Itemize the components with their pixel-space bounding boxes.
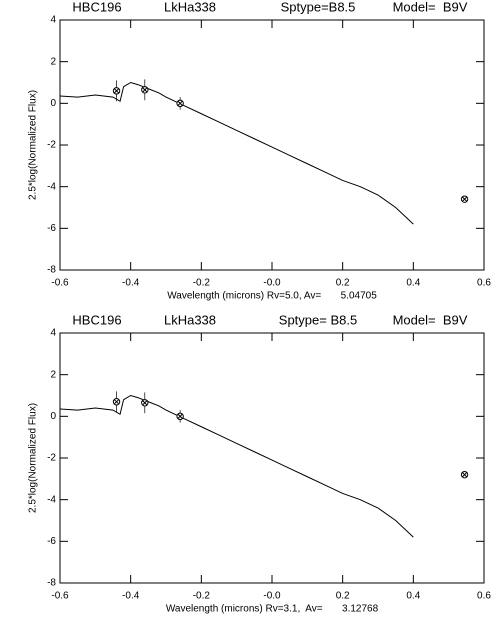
y-tick-label: 0 (50, 98, 56, 109)
x-axis-label: Wavelength (microns) Rv=5.0, Av= 5.04705 (167, 291, 377, 302)
x-tick-label: 0.6 (477, 591, 491, 602)
y-tick-label: -2 (47, 140, 56, 151)
spectrum-line (59, 394, 414, 538)
x-tick-label: -0.0 (263, 591, 281, 602)
x-tick-label: -0.4 (122, 591, 140, 602)
spectrum-line (59, 81, 414, 225)
data-point-cross (177, 100, 183, 106)
header-label: HBC196 (72, 312, 121, 327)
x-tick-label: -0.0 (263, 278, 281, 289)
y-tick-label: -2 (47, 453, 56, 464)
x-tick-label: -0.6 (51, 278, 69, 289)
x-tick-label: 0.6 (477, 278, 491, 289)
x-tick-label: 0.4 (406, 278, 420, 289)
data-point-cross (142, 400, 148, 406)
y-tick-label: -4 (47, 494, 56, 505)
y-tick-label: 2 (50, 56, 56, 67)
y-tick-label: -6 (47, 223, 56, 234)
x-tick-label: 0.4 (406, 591, 420, 602)
header-label: Model= B9V (393, 312, 468, 327)
y-tick-label: 4 (50, 15, 56, 26)
header-label: LkHa338 (164, 0, 216, 14)
y-tick-label: 4 (50, 328, 56, 339)
data-point-cross (462, 472, 468, 478)
header-label: Sptype= B8.5 (279, 312, 357, 327)
x-tick-label: -0.2 (193, 278, 211, 289)
x-tick-label: 0.2 (336, 591, 350, 602)
plot-frame (59, 332, 485, 584)
data-point-cross (462, 196, 468, 202)
x-tick-label: 0.2 (336, 278, 350, 289)
y-axis-label: 2.5*log(Normalized Flux) (28, 403, 39, 513)
header-label: LkHa338 (164, 312, 216, 327)
y-tick-label: 2 (50, 369, 56, 380)
x-tick-label: -0.4 (122, 278, 140, 289)
header-label: Sptype=B8.5 (281, 0, 356, 14)
data-point-cross (113, 88, 120, 94)
x-tick-label: -0.2 (193, 591, 211, 602)
header-label: HBC196 (72, 0, 121, 14)
y-tick-label: -8 (47, 578, 56, 589)
y-tick-label: -6 (47, 536, 56, 547)
x-tick-label: -0.6 (51, 591, 69, 602)
data-point-cross (142, 87, 148, 93)
y-axis-label: 2.5*log(Normalized Flux) (28, 90, 39, 200)
data-point-cross (113, 399, 120, 405)
plot-frame (59, 19, 485, 271)
y-tick-label: -8 (47, 265, 56, 276)
y-tick-label: 0 (50, 411, 56, 422)
header-label: Model= B9V (393, 0, 468, 14)
y-tick-label: -4 (47, 181, 56, 192)
x-axis-label: Wavelength (microns) Rv=3.1, Av= 3.12768 (166, 604, 379, 615)
data-point-cross (177, 413, 183, 419)
